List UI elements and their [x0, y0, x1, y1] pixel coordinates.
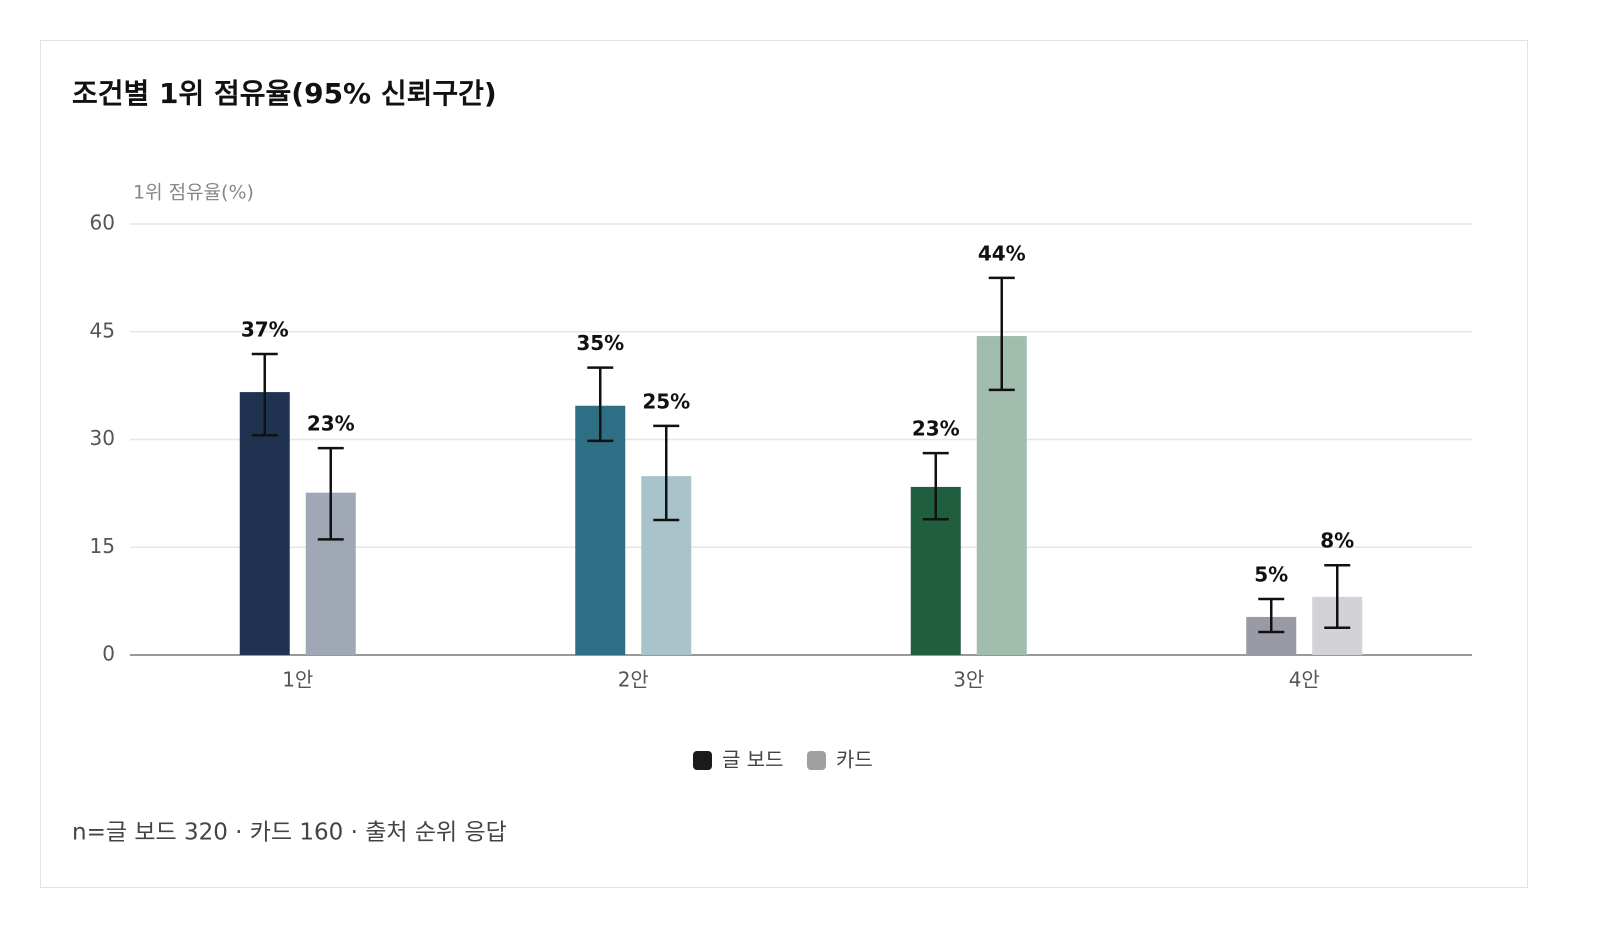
error-bar — [1324, 563, 1351, 629]
y-tick-label: 45 — [90, 318, 115, 342]
value-label: 23% — [307, 412, 355, 436]
y-tick-label: 0 — [102, 642, 115, 666]
x-tick-label: 3안 — [953, 668, 984, 692]
legend-swatch — [693, 751, 712, 770]
legend-label: 카드 — [836, 748, 873, 772]
legend-swatch — [807, 751, 826, 770]
footnote: n=글 보드 320 · 카드 160 · 출처 순위 응답 — [72, 820, 507, 846]
value-label: 44% — [978, 241, 1026, 265]
error-bar — [653, 424, 680, 522]
y-axis-title: 1위 점유율(%) — [133, 182, 254, 204]
value-label: 8% — [1320, 529, 1354, 553]
value-label: 25% — [642, 389, 690, 413]
error-bar — [1258, 597, 1285, 634]
error-bar — [988, 276, 1015, 392]
y-tick-label: 30 — [90, 426, 115, 450]
value-label: 23% — [912, 417, 960, 441]
value-label: 37% — [241, 318, 289, 342]
error-bar — [922, 451, 949, 521]
x-tick-label: 4안 — [1289, 668, 1320, 692]
bar — [575, 405, 626, 655]
value-label: 35% — [576, 331, 624, 355]
x-tick-label: 1안 — [282, 668, 313, 692]
y-tick-label: 15 — [90, 534, 115, 558]
chart-title: 조건별 1위 점유율(95% 신뢰구간) — [72, 77, 497, 110]
error-bar — [587, 366, 614, 443]
legend-label: 글 보드 — [722, 748, 784, 772]
y-tick-label: 60 — [90, 211, 115, 235]
x-tick-label: 2안 — [618, 668, 649, 692]
value-label: 5% — [1254, 562, 1288, 586]
error-bar — [251, 352, 278, 437]
error-bar — [317, 446, 344, 541]
